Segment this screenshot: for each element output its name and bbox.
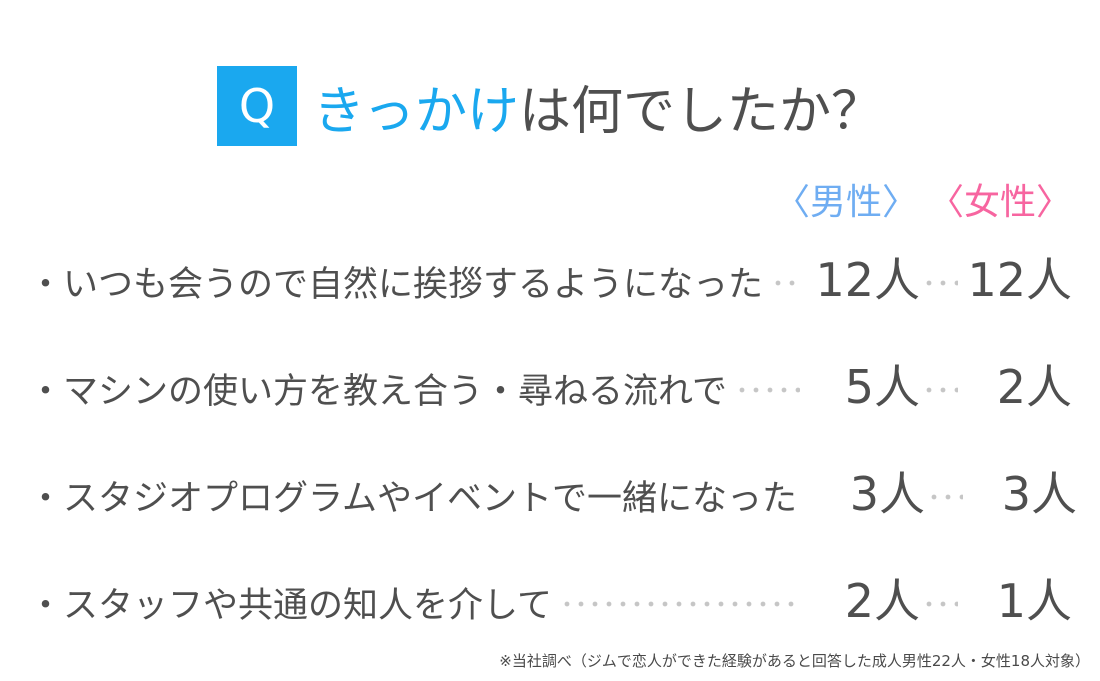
- dotted-leader: [922, 387, 958, 393]
- male-count: 5人: [844, 360, 920, 414]
- table-row: ・ スタッフや共通の知人を介して 2人 1人: [28, 565, 1072, 631]
- dotted-leader: [559, 601, 800, 607]
- row-bullet: ・: [28, 586, 64, 626]
- title-highlight: きっかけ: [313, 81, 519, 142]
- title-rest: は何でしたか？: [518, 81, 883, 142]
- footnote: ※当社調べ（ジムで恋人ができた経験があると回答した成人男性22人・女性18人対象…: [499, 652, 1090, 670]
- row-label: いつも会うので自然に挨拶するようになった: [63, 265, 764, 305]
- column-header-male: 〈男性〉: [773, 182, 918, 223]
- female-count: 12人: [967, 253, 1072, 307]
- dotted-leader: [922, 280, 958, 286]
- q-badge: Q: [217, 66, 298, 146]
- row-bullet: ・: [28, 265, 64, 305]
- survey-table: 〈男性〉 〈女性〉 ・ いつも会うので自然に挨拶するようになった 12人 12人…: [28, 180, 1077, 631]
- female-count: 2人: [996, 360, 1072, 414]
- table-header: 〈男性〉 〈女性〉: [28, 180, 1072, 226]
- female-count: 1人: [996, 574, 1072, 628]
- row-label: マシンの使い方を教え合う・尋ねる流れで: [63, 372, 727, 412]
- table-row: ・ スタジオプログラムやイベントで一緒になった 3人 3人: [28, 458, 1077, 524]
- question-title: Q きっかけは何でしたか？: [0, 66, 1100, 146]
- male-count: 3人: [849, 467, 925, 521]
- q-letter: Q: [238, 79, 276, 133]
- dotted-leader: [926, 494, 963, 500]
- female-count: 3人: [1001, 467, 1077, 521]
- row-bullet: ・: [28, 479, 64, 519]
- dotted-leader: [734, 387, 800, 393]
- dotted-leader: [922, 601, 958, 607]
- table-row: ・ いつも会うので自然に挨拶するようになった 12人 12人: [28, 244, 1072, 310]
- table-row: ・ マシンの使い方を教え合う・尋ねる流れで 5人 2人: [28, 351, 1072, 417]
- page-title: きっかけは何でしたか？: [313, 69, 883, 144]
- row-label: スタッフや共通の知人を介して: [63, 586, 552, 626]
- male-count: 12人: [815, 253, 920, 307]
- male-count: 2人: [844, 574, 920, 628]
- row-label: スタジオプログラムやイベントで一緒になった: [63, 479, 797, 519]
- row-bullet: ・: [28, 372, 64, 412]
- column-header-female: 〈女性〉: [927, 182, 1072, 223]
- dotted-leader: [771, 280, 800, 286]
